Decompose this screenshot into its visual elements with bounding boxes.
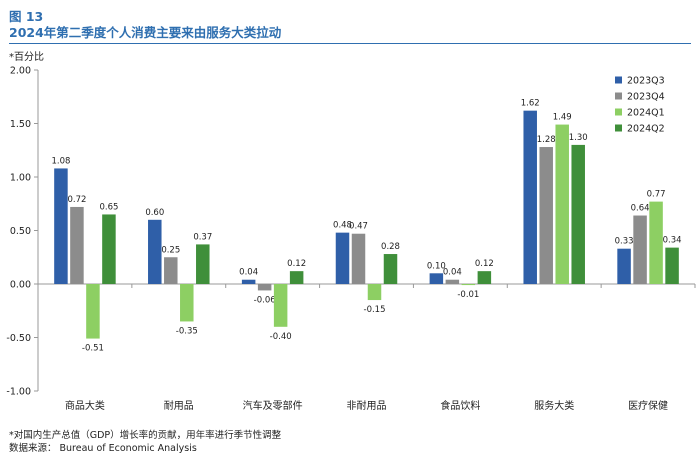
bar <box>102 214 116 284</box>
bar <box>523 110 537 284</box>
bar <box>555 124 569 284</box>
x-tick-label: 服务大类 <box>534 399 574 412</box>
bar <box>351 233 366 284</box>
bar <box>649 201 663 284</box>
legend-label: 2024Q1 <box>627 108 665 119</box>
y-tick-label: 0.50 <box>10 226 31 237</box>
data-label: -0.01 <box>457 290 479 300</box>
y-tick-label: 1.00 <box>10 173 31 184</box>
bar <box>571 144 585 284</box>
legend-swatch <box>615 108 622 116</box>
bar <box>196 244 210 284</box>
y-tick-label: 1.50 <box>10 119 31 130</box>
data-label: -0.35 <box>176 326 198 336</box>
data-label: 0.10 <box>427 261 446 271</box>
data-label: 0.48 <box>333 221 352 231</box>
data-label: 1.62 <box>521 99 540 109</box>
title-rule <box>9 43 691 44</box>
bar <box>445 279 460 284</box>
data-label: 0.72 <box>67 195 86 205</box>
legend-swatch <box>615 124 622 132</box>
data-label: 0.77 <box>647 190 666 200</box>
bar <box>633 215 647 284</box>
bar <box>70 206 84 284</box>
bar <box>180 284 194 322</box>
source-note: 数据来源： Bureau of Economic Analysis <box>9 443 197 454</box>
data-label: -0.40 <box>270 332 292 342</box>
bar <box>335 232 350 284</box>
y-tick-label: 2.00 <box>10 66 31 77</box>
bar <box>383 254 398 284</box>
data-label: 0.65 <box>99 202 118 212</box>
figure-number: 图 13 <box>9 9 44 24</box>
x-tick-label: 汽车及零部件 <box>243 399 303 412</box>
data-label: 1.30 <box>569 133 588 143</box>
bar <box>617 248 631 284</box>
footnote: *对国内生产总值（GDP）增长率的贡献，用年率进行季节性调整 <box>9 430 282 441</box>
data-label: -0.06 <box>254 295 276 305</box>
bar <box>665 247 679 284</box>
bar <box>539 147 553 284</box>
bar <box>54 168 68 284</box>
data-label: 1.49 <box>553 113 572 123</box>
y-tick-label: -0.50 <box>6 333 31 344</box>
data-label: 0.04 <box>443 268 462 278</box>
data-label: 0.47 <box>349 222 368 232</box>
unit-note: *百分比 <box>9 52 44 63</box>
bar <box>477 271 492 284</box>
data-label: -0.51 <box>82 344 104 354</box>
data-label: 0.60 <box>145 208 164 218</box>
y-tick-label: -1.00 <box>6 387 31 398</box>
data-label: 0.34 <box>663 236 682 246</box>
bar <box>461 284 476 286</box>
bar <box>367 284 382 301</box>
data-label: 1.08 <box>51 156 70 166</box>
data-label: 0.28 <box>381 242 400 252</box>
legend-label: 2023Q3 <box>627 76 665 87</box>
data-label: 0.25 <box>161 245 180 255</box>
bar <box>164 257 178 284</box>
x-tick-label: 食品饮料 <box>440 399 480 412</box>
legend-swatch <box>615 92 622 100</box>
bar <box>273 284 288 327</box>
x-tick-label: 商品大类 <box>65 399 105 412</box>
data-label: 1.28 <box>537 135 556 145</box>
data-label: -0.15 <box>364 305 386 315</box>
x-tick-label: 耐用品 <box>164 399 194 412</box>
data-label: 0.37 <box>193 232 212 242</box>
data-label: 0.04 <box>239 268 258 278</box>
data-label: 0.64 <box>631 204 650 214</box>
legend-label: 2024Q2 <box>627 124 665 135</box>
legend-swatch <box>615 76 622 84</box>
bar <box>86 284 100 339</box>
x-tick-label: 医疗保健 <box>628 399 668 412</box>
x-tick-label: 非耐用品 <box>347 399 387 412</box>
bar <box>257 284 272 291</box>
data-label: 0.33 <box>615 237 634 247</box>
bar <box>241 279 256 284</box>
legend-label: 2023Q4 <box>627 92 665 103</box>
bar <box>429 273 444 284</box>
data-label: 0.12 <box>287 259 306 269</box>
data-label: 0.12 <box>475 259 494 269</box>
chart-title: 2024年第二季度个人消费主要来由服务大类拉动 <box>9 25 282 40</box>
bar <box>148 219 162 284</box>
y-tick-label: 0.00 <box>10 280 31 291</box>
bar <box>289 271 304 284</box>
